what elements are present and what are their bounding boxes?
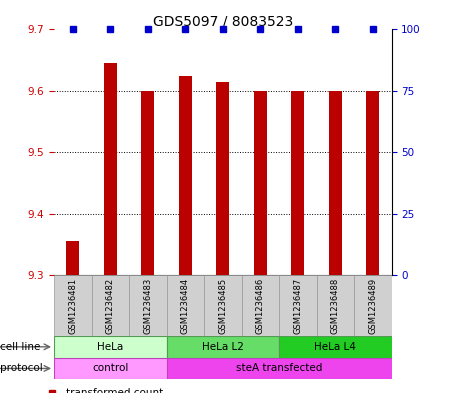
Bar	[279, 275, 316, 336]
Text: GSM1236484: GSM1236484	[181, 278, 190, 334]
Text: GSM1236483: GSM1236483	[143, 278, 152, 334]
Bar	[54, 275, 91, 336]
Text: GSM1236485: GSM1236485	[218, 278, 227, 334]
Bar	[141, 91, 154, 275]
Bar	[166, 358, 392, 379]
Bar	[129, 275, 166, 336]
Bar	[216, 82, 230, 275]
Text: protocol: protocol	[0, 364, 43, 373]
Text: GSM1236481: GSM1236481	[68, 278, 77, 334]
Text: GSM1236486: GSM1236486	[256, 278, 265, 334]
Bar	[328, 91, 342, 275]
Text: transformed count: transformed count	[66, 388, 163, 393]
Text: GSM1236482: GSM1236482	[106, 278, 115, 334]
Bar	[54, 358, 166, 379]
Bar	[104, 63, 117, 275]
Text: HeLa L4: HeLa L4	[314, 342, 356, 352]
Bar	[279, 336, 392, 358]
Bar	[166, 275, 204, 336]
Text: GSM1236487: GSM1236487	[293, 278, 302, 334]
Text: GSM1236488: GSM1236488	[331, 278, 340, 334]
Bar	[291, 91, 304, 275]
Bar	[316, 275, 354, 336]
Bar	[66, 241, 79, 275]
Bar	[242, 275, 279, 336]
Text: control: control	[92, 364, 128, 373]
Text: steA transfected: steA transfected	[236, 364, 322, 373]
Bar	[54, 336, 166, 358]
Text: cell line: cell line	[0, 342, 41, 352]
Text: HeLa L2: HeLa L2	[202, 342, 244, 352]
Title: GDS5097 / 8083523: GDS5097 / 8083523	[153, 14, 293, 28]
Bar	[366, 91, 379, 275]
Text: HeLa: HeLa	[97, 342, 123, 352]
Bar	[166, 336, 279, 358]
Bar	[91, 275, 129, 336]
Text: GSM1236489: GSM1236489	[368, 278, 377, 334]
Bar	[354, 275, 392, 336]
Bar	[254, 91, 267, 275]
Bar	[204, 275, 242, 336]
Bar	[179, 75, 192, 275]
